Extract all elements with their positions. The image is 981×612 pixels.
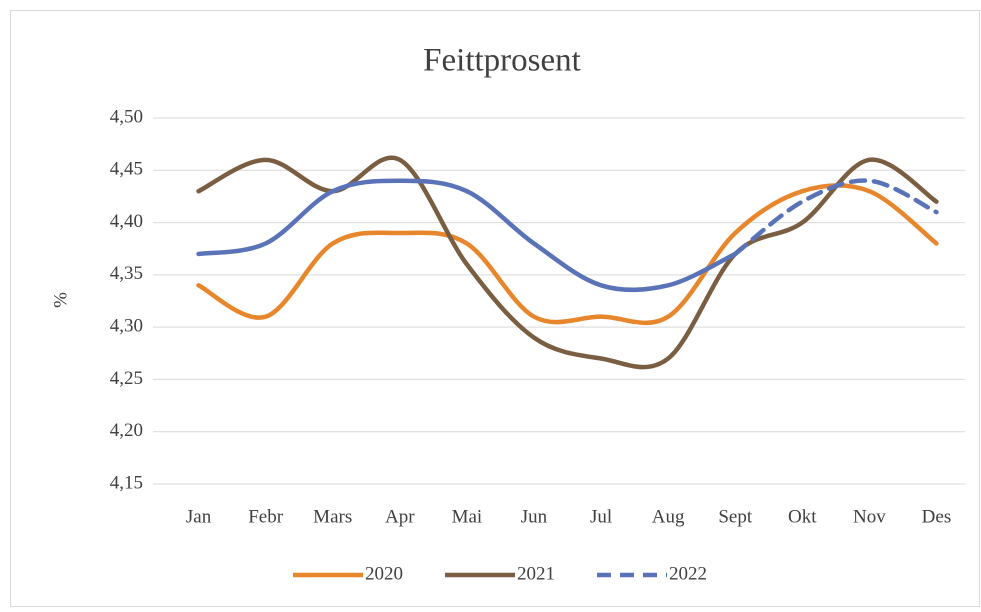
chart-border [10,10,980,607]
y-tick-label: 4,50 [110,106,143,127]
series-line [196,178,738,293]
y-tick-label: 4,20 [110,420,143,441]
x-tick-label: Okt [788,506,817,527]
y-tick-label: 4,45 [110,159,143,180]
x-tick-label: Des [922,506,952,527]
x-tick-label: Mai [452,506,483,527]
y-tick-label: 4,30 [110,316,143,337]
x-tick-label: Aug [652,506,685,527]
x-tick-label: Mars [313,506,352,527]
y-tick-label: 4,25 [110,368,143,389]
x-tick-label: Jun [521,506,548,527]
x-tick-label: Jan [186,506,212,527]
series-line [196,155,939,370]
x-tick-label: Sept [718,506,753,527]
y-axis-label: % [50,292,71,308]
x-tick-label: Apr [385,506,415,527]
x-tick-label: Nov [853,506,886,527]
y-tick-label: 4,15 [110,472,143,493]
series-line [196,183,939,326]
series-line [732,178,939,257]
legend-label: 2020 [365,563,403,584]
y-tick-label: 4,35 [110,263,143,284]
chart-title: Feittprosent [423,43,581,79]
y-tick-label: 4,40 [110,211,143,232]
legend-label: 2021 [517,563,555,584]
legend-label: 2022 [669,563,707,584]
x-tick-label: Febr [248,506,284,527]
x-tick-label: Jul [590,506,612,527]
